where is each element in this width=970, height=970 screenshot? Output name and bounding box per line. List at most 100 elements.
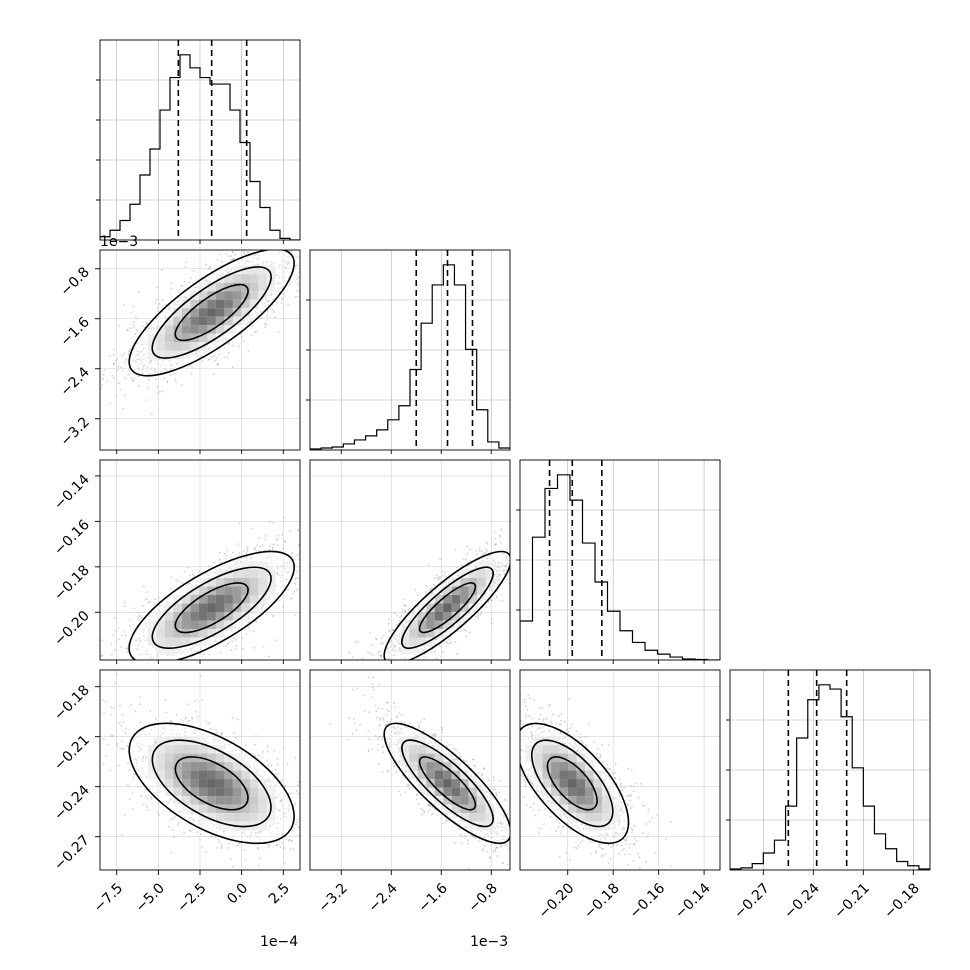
sample-point	[132, 792, 134, 794]
sample-point	[276, 572, 279, 575]
sample-point	[242, 319, 245, 322]
density-cell	[215, 299, 225, 309]
sample-point	[275, 290, 277, 293]
histogram-step-3	[730, 684, 930, 870]
sample-point	[235, 736, 237, 739]
sample-point	[253, 331, 256, 334]
sample-point	[142, 631, 145, 633]
sample-point	[125, 647, 128, 650]
sample-point	[297, 529, 299, 531]
density-cell	[232, 316, 242, 326]
sample-point	[270, 293, 273, 296]
sample-point	[259, 611, 261, 613]
sample-point	[219, 253, 222, 256]
sample-point	[128, 619, 131, 621]
sample-point	[462, 557, 465, 560]
sample-point	[157, 812, 160, 814]
sample-point	[184, 648, 187, 651]
sample-point	[110, 653, 113, 656]
sample-point	[145, 661, 147, 663]
sample-point	[122, 407, 125, 410]
sample-point	[136, 666, 138, 668]
sample-point	[201, 360, 204, 362]
sample-point	[227, 343, 230, 345]
sample-point	[306, 248, 308, 250]
density-cell	[207, 333, 216, 343]
sample-point	[275, 274, 277, 277]
sample-point	[511, 559, 513, 561]
density-cell	[198, 291, 208, 300]
density-cell	[215, 291, 225, 300]
sample-point	[276, 538, 278, 541]
sample-point	[167, 309, 170, 311]
sample-point	[305, 814, 307, 816]
sample-point	[482, 552, 485, 555]
sample-point	[168, 601, 171, 604]
sample-point	[439, 576, 442, 579]
sample-point	[144, 639, 146, 642]
density-cell	[215, 333, 225, 343]
density-cell	[173, 325, 182, 334]
sample-point	[369, 674, 371, 676]
sample-point	[300, 597, 302, 599]
sample-point	[231, 250, 234, 253]
sample-point	[230, 259, 233, 261]
sample-point	[96, 379, 98, 381]
sample-point	[302, 546, 304, 548]
sample-point	[138, 290, 140, 293]
sample-point	[170, 576, 173, 579]
sample-point	[146, 597, 148, 600]
sample-point	[325, 603, 327, 605]
sample-point	[265, 557, 268, 559]
sample-point	[271, 298, 274, 301]
sample-point	[231, 640, 234, 643]
sample-point	[295, 264, 298, 266]
sample-point	[127, 373, 130, 376]
sample-point	[529, 518, 531, 520]
scatter-panel-3-0	[100, 670, 317, 870]
sample-point	[134, 640, 137, 642]
sample-point	[525, 556, 527, 558]
sample-point	[344, 682, 346, 684]
sample-point	[269, 244, 271, 246]
sample-point	[380, 637, 383, 640]
sample-point	[142, 366, 145, 368]
sample-point	[516, 584, 518, 586]
sample-point	[339, 555, 341, 557]
sample-point	[250, 556, 253, 558]
sample-point	[270, 566, 273, 569]
sample-point	[261, 605, 264, 608]
sample-point	[148, 614, 150, 617]
sample-point	[298, 577, 300, 580]
sample-point	[264, 535, 267, 537]
sample-point	[248, 321, 250, 323]
sample-point	[225, 269, 228, 271]
sample-point	[516, 544, 518, 546]
sample-point	[514, 559, 516, 561]
sample-point	[147, 619, 150, 621]
sample-point	[306, 598, 308, 600]
sample-point	[145, 650, 148, 652]
sample-point	[250, 320, 252, 323]
sample-point	[392, 662, 394, 664]
sample-point	[286, 578, 288, 581]
sample-point	[485, 606, 488, 608]
sample-point	[254, 755, 257, 758]
density-cell	[173, 350, 182, 360]
sample-point	[290, 245, 292, 247]
sample-point	[122, 304, 125, 306]
sample-point	[242, 340, 245, 343]
density-cell	[266, 265, 276, 275]
sample-point	[227, 678, 229, 680]
density-cell	[224, 316, 233, 326]
sample-point	[159, 391, 161, 393]
sample-point	[513, 542, 515, 544]
sample-point	[129, 625, 131, 627]
sample-point	[163, 368, 166, 371]
sample-point	[479, 550, 481, 552]
sample-point	[116, 358, 119, 360]
sample-point	[193, 650, 196, 653]
sample-point	[147, 327, 150, 329]
sample-point	[315, 837, 317, 839]
